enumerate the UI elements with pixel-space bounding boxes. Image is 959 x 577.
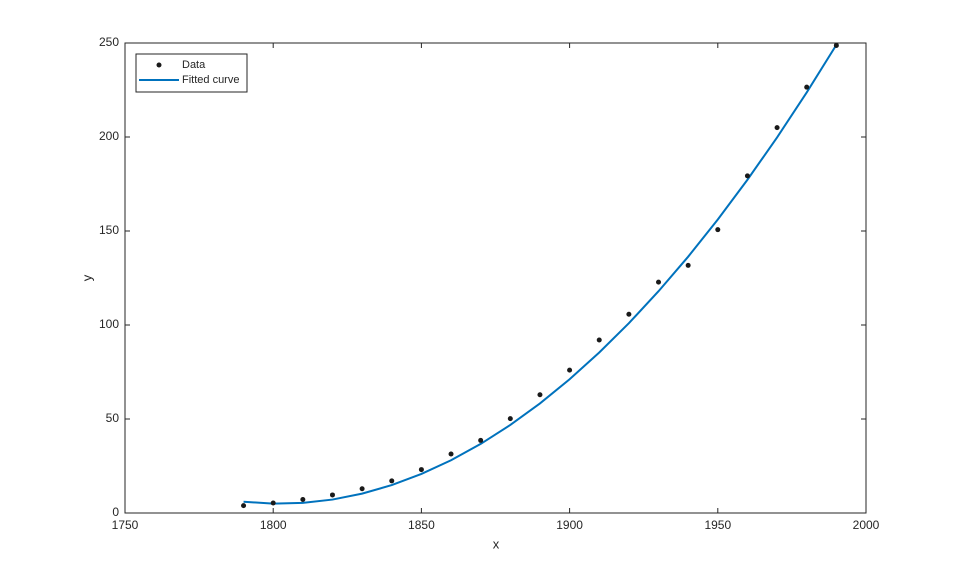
y-tick-label: 0 — [112, 505, 119, 519]
y-tick-label: 250 — [99, 35, 119, 49]
y-tick-label: 100 — [99, 317, 119, 331]
x-tick-label: 2000 — [853, 518, 880, 532]
data-point — [478, 437, 484, 443]
data-point — [685, 262, 691, 268]
axes-box — [124, 42, 867, 514]
x-tick-label: 1800 — [260, 518, 287, 532]
data-point — [774, 125, 780, 131]
data-point — [389, 478, 395, 484]
data-point — [270, 500, 276, 506]
data-point — [537, 392, 543, 398]
legend-label: Data — [182, 59, 206, 71]
x-tick-label: 1900 — [556, 518, 583, 532]
data-point — [418, 467, 424, 473]
x-tick-label: 1750 — [112, 518, 139, 532]
data-point — [596, 337, 602, 343]
x-tick-label: 1950 — [704, 518, 731, 532]
data-point — [833, 42, 839, 48]
x-tick-label: 1850 — [408, 518, 435, 532]
data-point — [567, 367, 573, 373]
fitted-line — [243, 44, 838, 505]
data-point — [241, 503, 247, 509]
legend-marker — [156, 62, 162, 68]
data-point — [715, 227, 721, 233]
data-point — [744, 173, 750, 179]
data-point — [300, 496, 306, 502]
data-point — [656, 279, 662, 285]
x-axis-label: x — [493, 536, 500, 551]
y-tick-label: 150 — [99, 223, 119, 237]
legend-label: Fitted curve — [182, 74, 239, 86]
data-point — [507, 416, 513, 422]
y-axis-label: y — [79, 274, 94, 281]
data-point — [359, 486, 365, 492]
data-point — [329, 492, 335, 498]
data-point — [804, 84, 810, 90]
data-point — [626, 311, 632, 317]
y-tick-label: 50 — [106, 411, 120, 425]
y-tick-label: 200 — [99, 129, 119, 143]
legend-box — [135, 53, 248, 93]
data-point — [448, 451, 454, 457]
